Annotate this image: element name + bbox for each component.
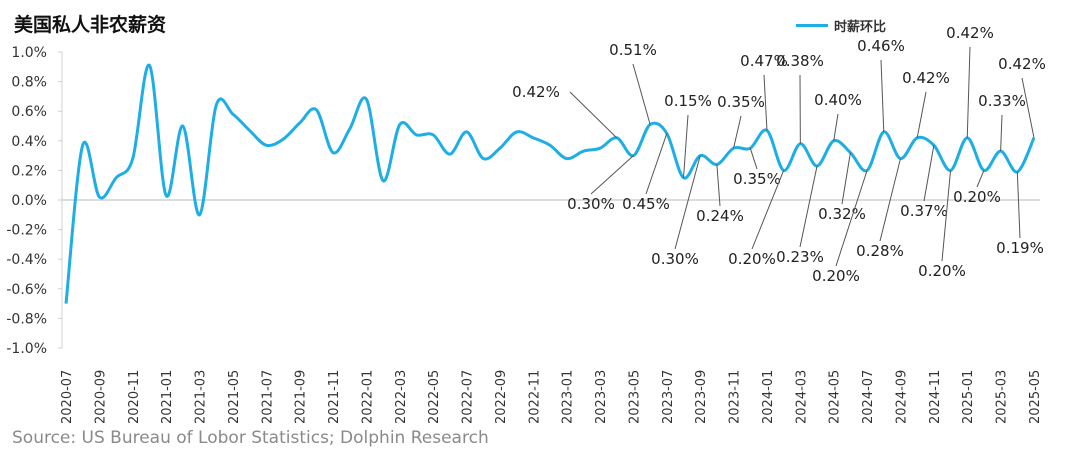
data-label-leader bbox=[632, 63, 651, 125]
x-tick-label: 2020-09 bbox=[93, 370, 108, 424]
x-tick-label: 2021-07 bbox=[260, 370, 275, 424]
y-tick-label: -0.8% bbox=[6, 311, 47, 327]
y-tick-label: 0.0% bbox=[11, 193, 47, 209]
data-label: 0.51% bbox=[609, 41, 657, 59]
data-label-leader bbox=[923, 145, 935, 202]
data-label-leader bbox=[645, 133, 668, 195]
x-tick-label: 2023-07 bbox=[661, 370, 676, 424]
x-tick-label: 2022-05 bbox=[427, 370, 442, 424]
data-label: 0.19% bbox=[996, 239, 1044, 257]
data-label-leader bbox=[683, 114, 689, 178]
y-tick-label: -0.6% bbox=[6, 282, 47, 298]
x-tick-label: 2025-05 bbox=[1028, 370, 1043, 424]
data-label-leader bbox=[674, 155, 701, 250]
data-label: 0.37% bbox=[900, 202, 948, 220]
data-label: 0.33% bbox=[978, 92, 1026, 110]
x-tick-label: 2023-05 bbox=[627, 370, 642, 424]
data-label-leader bbox=[1000, 114, 1003, 152]
data-label: 0.20% bbox=[812, 267, 860, 285]
x-tick-label: 2020-07 bbox=[60, 370, 75, 424]
data-label-leader bbox=[569, 91, 618, 139]
data-label: 0.42% bbox=[512, 83, 560, 101]
legend-swatch bbox=[796, 24, 828, 27]
x-tick-label: 2024-09 bbox=[894, 370, 909, 424]
y-tick-label: -1.0% bbox=[6, 341, 47, 357]
x-tick-label: 2023-01 bbox=[561, 370, 576, 424]
data-label-leader bbox=[835, 170, 868, 267]
data-label-leader bbox=[1021, 77, 1035, 138]
x-tick-label: 2021-03 bbox=[194, 370, 209, 424]
data-label: 0.20% bbox=[918, 262, 966, 280]
data-label: 0.20% bbox=[953, 188, 1001, 206]
x-tick-label: 2022-01 bbox=[360, 370, 375, 424]
data-label-leader bbox=[749, 148, 758, 170]
x-tick-label: 2024-01 bbox=[761, 370, 776, 424]
x-tick-label: 2023-03 bbox=[594, 370, 609, 424]
data-label-leader bbox=[833, 113, 839, 141]
data-label-leader bbox=[941, 170, 952, 262]
x-tick-label: 2022-07 bbox=[461, 370, 476, 424]
data-label: 0.38% bbox=[776, 52, 824, 70]
data-label: 0.23% bbox=[776, 248, 824, 266]
data-label-leader bbox=[880, 59, 885, 132]
x-tick-label: 2020-11 bbox=[127, 370, 142, 424]
data-label: 0.35% bbox=[733, 170, 781, 188]
data-label: 0.20% bbox=[728, 250, 776, 268]
data-label: 0.30% bbox=[567, 195, 615, 213]
data-label-leader bbox=[1016, 171, 1021, 239]
data-label: 0.30% bbox=[651, 250, 699, 268]
data-label: 0.42% bbox=[946, 24, 994, 42]
x-tick-label: 2025-03 bbox=[995, 370, 1010, 424]
data-label-leader bbox=[751, 170, 785, 250]
data-label: 0.47% bbox=[740, 52, 788, 70]
x-tick-label: 2022-03 bbox=[394, 370, 409, 424]
x-tick-label: 2024-07 bbox=[861, 370, 876, 424]
x-tick-label: 2021-09 bbox=[294, 370, 309, 424]
source-note: Source: US Bureau of Lobor Statistics; D… bbox=[12, 428, 489, 448]
data-label: 0.15% bbox=[664, 92, 712, 110]
x-tick-label: 2024-05 bbox=[828, 370, 843, 424]
data-label-leader bbox=[763, 74, 768, 131]
x-tick-label: 2024-03 bbox=[794, 370, 809, 424]
x-tick-label: 2021-11 bbox=[327, 370, 342, 424]
y-tick-label: 0.4% bbox=[11, 134, 47, 150]
y-tick-label: 0.2% bbox=[11, 163, 47, 179]
x-tick-label: 2023-09 bbox=[694, 370, 709, 424]
data-label-leader bbox=[879, 158, 901, 242]
data-label: 0.24% bbox=[696, 207, 744, 225]
x-tick-label: 2021-01 bbox=[160, 370, 175, 424]
data-label: 0.42% bbox=[902, 69, 950, 87]
x-tick-label: 2023-11 bbox=[728, 370, 743, 424]
data-label: 0.28% bbox=[856, 242, 904, 260]
y-tick-label: 0.8% bbox=[11, 75, 47, 91]
legend-label: 时薪环比 bbox=[834, 20, 887, 35]
data-label-leader bbox=[916, 91, 927, 138]
data-label-leader bbox=[716, 164, 721, 207]
y-tick-label: 0.6% bbox=[11, 104, 47, 120]
data-label: 0.32% bbox=[818, 205, 866, 223]
x-tick-label: 2021-05 bbox=[227, 370, 242, 424]
data-label-leader bbox=[733, 115, 742, 149]
data-label: 0.46% bbox=[857, 37, 905, 55]
y-tick-label: -0.4% bbox=[6, 252, 47, 268]
data-label-leader bbox=[841, 152, 851, 205]
legend: 时薪环比 bbox=[796, 16, 886, 35]
y-tick-label: -0.2% bbox=[6, 223, 47, 239]
data-label: 0.40% bbox=[814, 91, 862, 109]
x-tick-label: 2025-01 bbox=[961, 370, 976, 424]
data-label-leader bbox=[799, 165, 818, 248]
data-label: 0.45% bbox=[622, 195, 670, 213]
data-label: 0.35% bbox=[717, 93, 765, 111]
data-label-leader bbox=[966, 46, 971, 138]
x-tick-label: 2022-09 bbox=[494, 370, 509, 424]
data-label-leader bbox=[976, 170, 985, 188]
x-tick-label: 2022-11 bbox=[527, 370, 542, 424]
data-label: 0.42% bbox=[998, 55, 1046, 73]
x-tick-label: 2024-11 bbox=[928, 370, 943, 424]
y-tick-label: 1.0% bbox=[11, 45, 47, 61]
chart-title: 美国私人非农薪资 bbox=[14, 14, 167, 36]
data-label-leader bbox=[590, 155, 634, 195]
